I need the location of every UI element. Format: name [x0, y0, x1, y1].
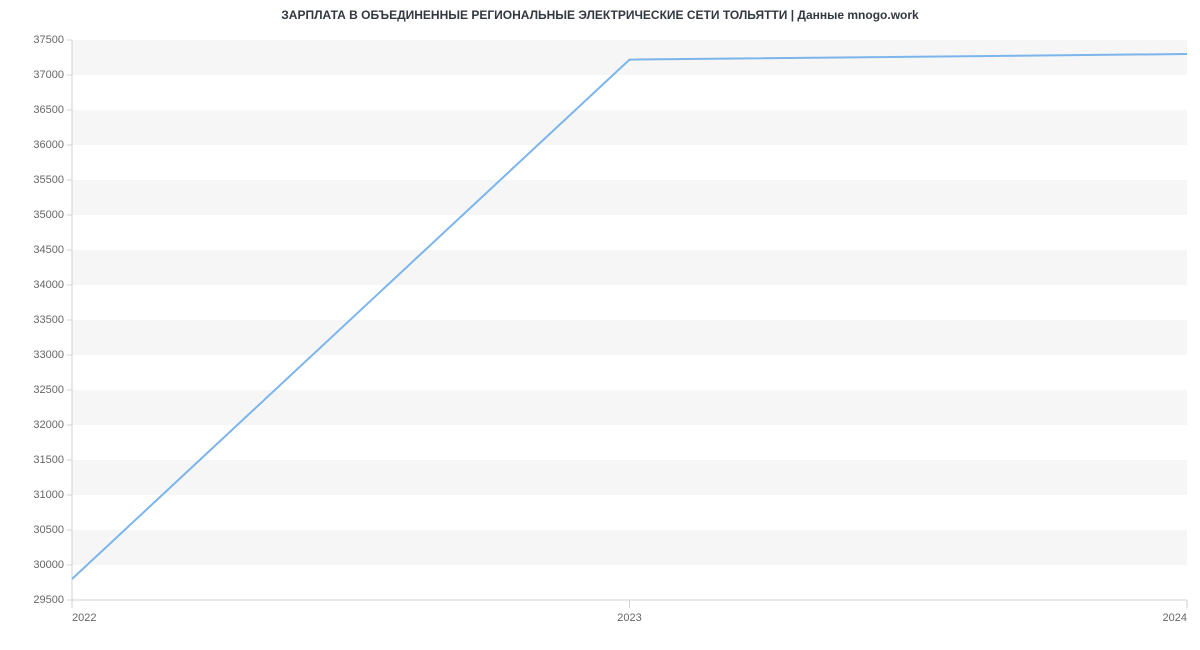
y-tick-label: 30500	[33, 524, 64, 536]
y-tick-label: 35500	[33, 174, 64, 186]
x-tick-label: 2022	[72, 612, 96, 624]
y-tick-label: 31000	[33, 489, 64, 501]
y-tick-label: 32500	[33, 384, 64, 396]
y-tick-label: 34000	[33, 279, 64, 291]
y-tick-label: 30000	[33, 559, 64, 571]
chart-svg	[72, 40, 1187, 600]
y-tick-label: 36500	[33, 104, 64, 116]
x-tick-label: 2023	[617, 612, 641, 624]
x-tick-label: 2024	[1163, 612, 1187, 624]
y-tick-label: 37500	[33, 34, 64, 46]
y-tick-label: 34500	[33, 244, 64, 256]
y-tick-label: 36000	[33, 139, 64, 151]
salary-line-chart: ЗАРПЛАТА В ОБЪЕДИНЕННЫЕ РЕГИОНАЛЬНЫЕ ЭЛЕ…	[0, 0, 1200, 650]
y-tick-label: 37000	[33, 69, 64, 81]
chart-title: ЗАРПЛАТА В ОБЪЕДИНЕННЫЕ РЕГИОНАЛЬНЫЕ ЭЛЕ…	[0, 8, 1200, 22]
y-tick-label: 33000	[33, 349, 64, 361]
y-tick-label: 29500	[33, 594, 64, 606]
y-tick-label: 32000	[33, 419, 64, 431]
y-tick-label: 31500	[33, 454, 64, 466]
y-tick-label: 33500	[33, 314, 64, 326]
series-line-salary	[72, 54, 1187, 579]
y-tick-label: 35000	[33, 209, 64, 221]
plot-area: 2950030000305003100031500320003250033000…	[72, 40, 1187, 600]
